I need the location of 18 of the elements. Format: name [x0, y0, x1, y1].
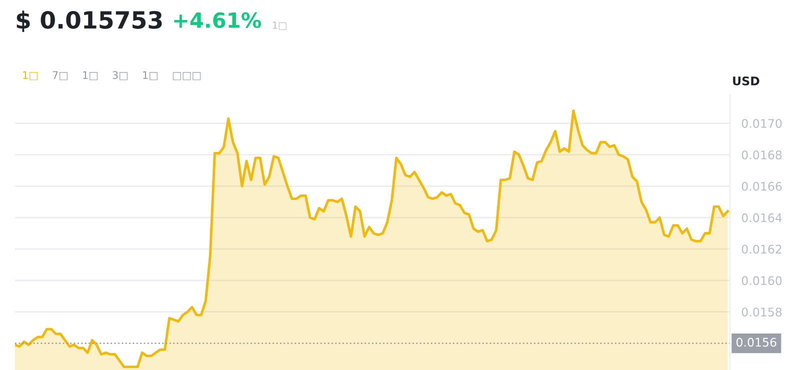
text: 3□ [112, 71, 128, 80]
y-tick-label: 0.0160 [742, 276, 782, 286]
ref-line-label: 0.0156 [736, 338, 776, 347]
y-tick-label: 0.0162 [742, 244, 782, 254]
text: 1□ [23, 71, 38, 80]
text: 1□ [143, 71, 158, 80]
text: □□□ [172, 72, 201, 80]
text: 1□ [272, 22, 286, 30]
chart-subtitle: +4.61% [174, 12, 262, 28]
y-tick-label: 0.0168 [742, 150, 782, 160]
y-tick-label: 0.0164 [742, 213, 782, 222]
y-axis-title: USD [733, 76, 760, 86]
text: 7□ [52, 71, 68, 80]
y-tick-label: 0.0158 [742, 308, 782, 317]
chart-title: $ 0.015753 [16, 10, 162, 32]
text: 1□ [83, 71, 98, 80]
y-tick-label: 0.0166 [742, 182, 782, 191]
y-tick-label: 0.0170 [742, 119, 782, 128]
